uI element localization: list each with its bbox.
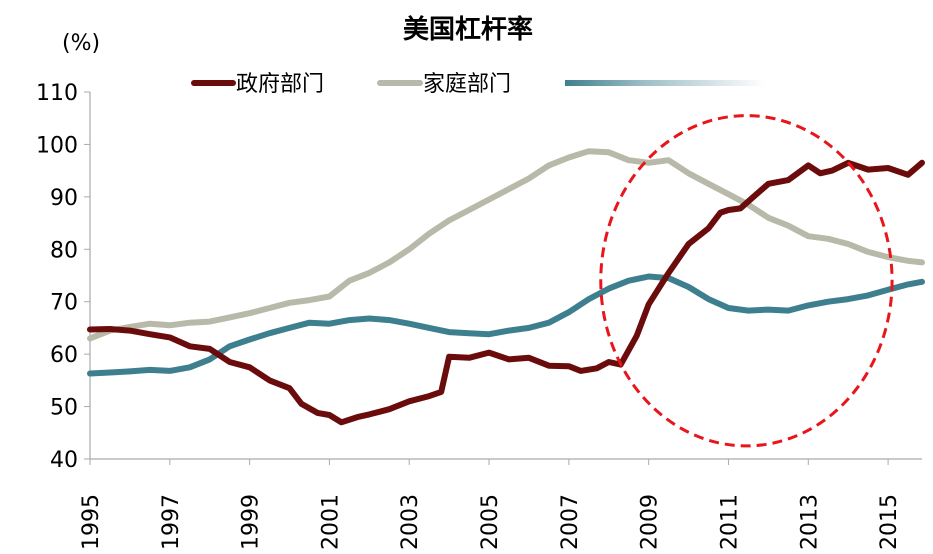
y-tick-label: 70 <box>50 291 78 316</box>
y-tick-label: 110 <box>36 81 78 106</box>
y-tick-label: 100 <box>36 133 78 158</box>
x-tick-label: 1997 <box>159 494 184 550</box>
legend-label-government: 政府部门 <box>236 72 324 97</box>
y-tick-label: 80 <box>50 238 78 263</box>
series-line-household <box>87 148 925 342</box>
y-tick-label: 40 <box>50 448 78 473</box>
x-tick-label: 2015 <box>877 494 902 550</box>
highlight-ellipse <box>599 114 894 448</box>
legend-label-household: 家庭部门 <box>423 72 511 97</box>
series-line-government <box>87 159 925 426</box>
y-tick-label: 60 <box>50 343 78 368</box>
annotation-layer <box>599 114 894 448</box>
series-line-third <box>87 273 925 377</box>
x-tick-label: 2011 <box>717 494 742 550</box>
x-tick-label: 2003 <box>398 494 423 550</box>
y-tick-label: 50 <box>50 396 78 421</box>
legend: 政府部门 家庭部门 <box>191 72 765 97</box>
x-tick-label: 2013 <box>797 494 822 550</box>
x-tick-label: 2007 <box>558 494 583 550</box>
legend-swatch-third-series <box>565 80 765 86</box>
axes: 40 50 60 70 80 90 100 110 1995 1997 1999 2001 2003 20… <box>36 81 922 550</box>
x-tick-label: 1995 <box>79 494 104 550</box>
x-tick-label: 1999 <box>239 494 264 550</box>
y-unit-label: (%) <box>62 31 100 56</box>
chart-title: 美国杠杆率 <box>403 14 533 45</box>
x-tick-label: 2001 <box>318 494 343 550</box>
y-tick-label: 90 <box>50 186 78 211</box>
x-tick-label: 2009 <box>638 494 663 550</box>
series-layer <box>87 148 925 426</box>
x-tick-label: 2005 <box>478 494 503 550</box>
